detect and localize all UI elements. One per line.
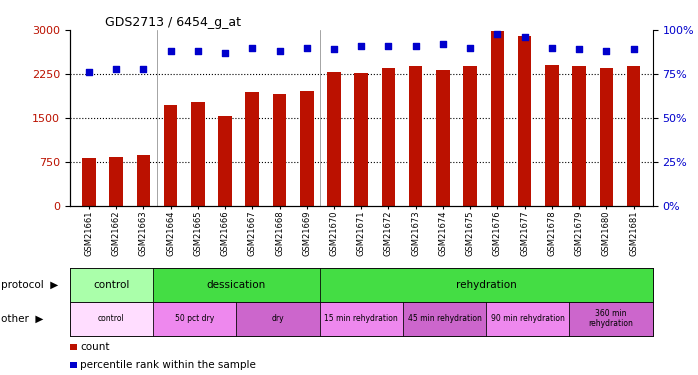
Text: percentile rank within the sample: percentile rank within the sample <box>80 360 256 369</box>
Text: 45 min rehydration: 45 min rehydration <box>408 314 482 323</box>
Point <box>465 45 476 51</box>
Bar <box>137 155 150 206</box>
Text: control: control <box>94 280 130 290</box>
Text: count: count <box>80 342 110 352</box>
Point <box>519 34 530 40</box>
Bar <box>246 92 259 206</box>
Point <box>410 43 422 49</box>
Bar <box>300 91 313 206</box>
Bar <box>600 68 613 206</box>
Point <box>138 66 149 72</box>
Point <box>219 50 230 56</box>
Bar <box>320 268 653 302</box>
Point <box>492 30 503 36</box>
Text: 15 min rehydration: 15 min rehydration <box>325 314 398 323</box>
Text: rehydration: rehydration <box>456 280 517 290</box>
Point <box>165 48 176 54</box>
Point <box>192 48 203 54</box>
Bar <box>82 158 96 206</box>
Point <box>83 69 94 75</box>
Bar <box>518 36 531 206</box>
Bar <box>153 268 320 302</box>
Bar <box>570 302 653 336</box>
Bar <box>627 66 640 206</box>
Bar <box>191 102 205 206</box>
Bar <box>355 74 368 206</box>
Text: 50 pct dry: 50 pct dry <box>175 314 214 323</box>
Bar <box>382 68 395 206</box>
Point <box>383 43 394 49</box>
Bar <box>273 94 286 206</box>
Bar <box>572 66 586 206</box>
Text: 90 min rehydration: 90 min rehydration <box>491 314 565 323</box>
Bar <box>491 31 504 206</box>
Bar <box>70 268 153 302</box>
Point <box>547 45 558 51</box>
Point <box>438 41 449 47</box>
Point <box>628 46 639 53</box>
Bar <box>70 302 153 336</box>
Bar <box>320 302 403 336</box>
Text: protocol  ▶: protocol ▶ <box>1 280 59 290</box>
Point <box>356 43 367 49</box>
Bar <box>403 302 486 336</box>
Bar <box>486 302 570 336</box>
Text: other  ▶: other ▶ <box>1 314 44 324</box>
Bar <box>164 105 177 206</box>
Bar <box>545 65 558 206</box>
Bar <box>409 66 422 206</box>
Bar <box>218 116 232 206</box>
Text: GDS2713 / 6454_g_at: GDS2713 / 6454_g_at <box>105 16 241 29</box>
Bar <box>327 72 341 206</box>
Text: dry: dry <box>272 314 284 323</box>
Bar <box>436 70 450 206</box>
Point <box>301 45 312 51</box>
Point <box>574 46 585 53</box>
Bar <box>237 302 320 336</box>
Point <box>274 48 285 54</box>
Point <box>328 46 339 53</box>
Text: control: control <box>98 314 125 323</box>
Text: 360 min
rehydration: 360 min rehydration <box>588 309 634 328</box>
Point <box>246 45 258 51</box>
Point <box>601 48 612 54</box>
Bar <box>153 302 237 336</box>
Bar <box>110 158 123 206</box>
Text: dessication: dessication <box>207 280 266 290</box>
Bar <box>463 66 477 206</box>
Point <box>110 66 121 72</box>
